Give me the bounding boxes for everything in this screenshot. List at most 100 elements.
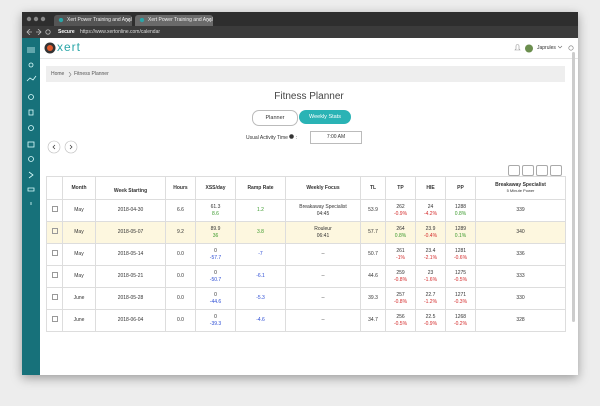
sidebar-icons: [26, 47, 37, 205]
tp: 262: [396, 204, 405, 210]
row-checkbox[interactable]: [51, 206, 58, 213]
tl-cell: 57.7: [360, 221, 386, 244]
tab-icons: [58, 18, 212, 23]
ramp-rate: -5.3: [256, 295, 265, 302]
pp-cell: 1271 -0.3%: [445, 287, 476, 310]
week-cell: 2018-05-14: [95, 243, 166, 266]
row-checkbox[interactable]: [51, 294, 58, 301]
column-header: Ramp Rate: [235, 176, 286, 200]
column-header: Month: [62, 176, 96, 200]
tab[interactable]: Xert Power Training and Anal: [135, 15, 213, 26]
url[interactable]: https://www.xertonline.com/calendar: [80, 29, 161, 35]
column-header: TL: [360, 176, 386, 200]
weekly-stats-table: Month Week Starting Hours XSS/day Ramp Rate W…: [46, 176, 566, 332]
select-cell: [46, 243, 63, 266]
button-label: Planner: [265, 115, 285, 121]
user-menu[interactable]: Japrules: [537, 45, 556, 51]
hie-change: -2.1%: [423, 254, 438, 261]
focus-cell: Rouleur 06:41: [285, 221, 361, 244]
toolbar-button[interactable]: [536, 165, 548, 176]
row-checkbox[interactable]: [51, 272, 58, 279]
pp-cell: 1281 -0.6%: [445, 243, 476, 266]
focus: --: [321, 251, 325, 258]
header-text: PP: [457, 184, 464, 191]
focus-cell: Breakaway Specialist 04:45: [285, 199, 361, 222]
row-checkbox[interactable]: [51, 316, 58, 323]
row-checkbox[interactable]: [51, 250, 58, 257]
toolbar-button[interactable]: [522, 165, 534, 176]
tl: 53.9: [368, 207, 378, 214]
header-text: XSS/day: [205, 184, 226, 191]
tab-bar: Xert Power Training and Anal Xert Power …: [22, 12, 578, 26]
browser-window: Xert Power Training and Anal Xert Power …: [22, 12, 578, 375]
hours-cell: 0.0: [165, 243, 196, 266]
pp-cell: 1268 -0.2%: [445, 309, 476, 332]
pp: 1288: [454, 204, 467, 210]
toolbar-button[interactable]: [550, 165, 562, 176]
breadcrumb-link[interactable]: Home: [51, 71, 65, 77]
pp-cell: 1275 -0.5%: [445, 265, 476, 288]
month-cell: May: [62, 265, 96, 288]
xss: 0: [214, 314, 217, 320]
planner-button[interactable]: Planner: [252, 110, 298, 126]
tp-change: -0.8%: [393, 298, 408, 305]
xss: 61.3: [210, 204, 221, 210]
week-nav[interactable]: [47, 140, 81, 154]
column-header: Week Starting: [95, 176, 166, 200]
tp: 256: [396, 314, 405, 320]
select-header: [46, 176, 63, 200]
hie-cell: 22.7 -1.2%: [415, 287, 446, 310]
header-row: Month Week Starting Hours XSS/day Ramp Rate W…: [46, 176, 566, 200]
tl: 44.6: [368, 273, 378, 280]
tab[interactable]: Xert Power Training and Anal: [54, 15, 132, 26]
hie-cell: 23.9 -0.4%: [415, 221, 446, 244]
column-header: XSS/day: [195, 176, 236, 200]
month-cell: May: [62, 243, 96, 266]
focus: --: [321, 295, 325, 302]
month: May: [74, 273, 84, 280]
xss: 0: [214, 292, 217, 298]
select-cell: [46, 309, 63, 332]
tp-cell: 264 0.8%: [385, 221, 416, 244]
header-icons: [514, 44, 533, 53]
app-header: xert Japrules: [40, 38, 578, 59]
weekly-stats-button[interactable]: Weekly Stats: [299, 110, 351, 124]
ramp-rate: -4.6: [256, 317, 265, 324]
focus: --: [321, 317, 325, 324]
hie: 23.9: [425, 226, 436, 232]
hie: 23.4: [425, 248, 436, 254]
header-text: TP: [397, 184, 404, 191]
hie-change: -0.9%: [423, 320, 438, 327]
ramp-cell: -6.1: [235, 265, 286, 288]
focus-cell: --: [285, 287, 361, 310]
tl-cell: 44.6: [360, 265, 386, 288]
header-text: TL: [369, 184, 377, 191]
month-cell: May: [62, 221, 96, 244]
logo-text: xert: [57, 40, 82, 54]
row-checkbox[interactable]: [51, 228, 58, 235]
tp-change: -0.8%: [393, 276, 408, 283]
header-text: Hours: [173, 184, 188, 191]
tl: 39.3: [368, 295, 378, 302]
activity-time-value: 7:00 AM: [326, 134, 346, 140]
column-header: Weekly Focus: [285, 176, 361, 200]
ramp-cell: -5.3: [235, 287, 286, 310]
hours-cell: 0.0: [165, 309, 196, 332]
pp-change: -0.3%: [453, 298, 468, 305]
hie-change: -1.2%: [423, 298, 438, 305]
hie-change: -4.2%: [423, 210, 438, 217]
column-header: TP: [385, 176, 416, 200]
breadcrumb-current: Fitness Planner: [74, 71, 109, 77]
hours: 6.6: [177, 207, 184, 214]
month: June: [73, 295, 85, 302]
hie-cell: 22.5 -0.9%: [415, 309, 446, 332]
toolbar-button[interactable]: [508, 165, 520, 176]
focus: Rouleur: [314, 226, 332, 232]
activity-time-input[interactable]: 7:00 AM: [310, 131, 362, 144]
tp-cell: 259 -0.8%: [385, 265, 416, 288]
table-row: May 2018-05-14 0.0 0 -57.7 -7 -- 50.7 261 -1% 23.4…: [46, 243, 566, 266]
tl: 50.7: [368, 251, 378, 258]
breakaway-cell: 333: [475, 265, 566, 288]
header-subtext: 5 Minute Power: [506, 188, 535, 193]
pp-change: -0.5%: [453, 276, 468, 283]
